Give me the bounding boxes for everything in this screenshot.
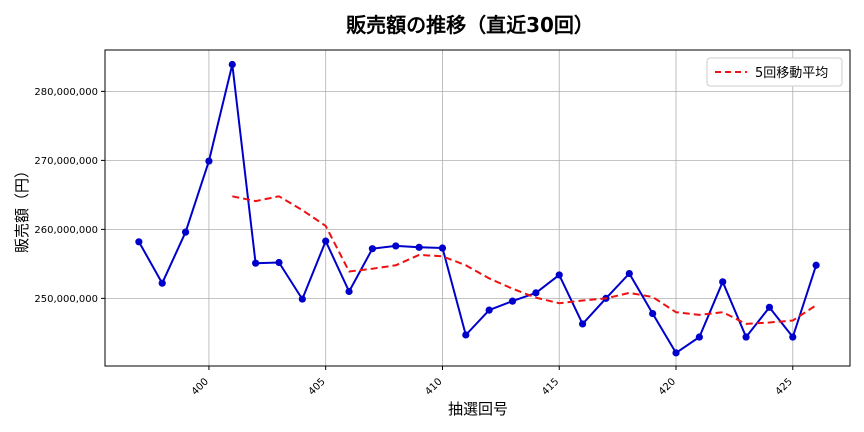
sales-point: [368, 245, 377, 253]
sales-point: [275, 258, 283, 267]
sales-point: [742, 333, 750, 341]
sales-point: [415, 243, 423, 251]
x-tick-label: 425: [774, 376, 795, 397]
sales-line: [138, 63, 818, 354]
x-tick-label: 410: [423, 376, 444, 397]
legend: 5回移動平均: [706, 57, 843, 87]
sales-point: [625, 269, 633, 278]
legend-label-moving-average: 5回移動平均: [755, 66, 828, 81]
moving-average-line: [232, 195, 817, 325]
sales-point: [649, 309, 657, 318]
legend-box: [706, 57, 843, 87]
sales-point: [508, 297, 517, 305]
sales-point: [228, 60, 236, 69]
y-tick-label: 280,000,000: [34, 87, 98, 98]
y-axis-label: 販売額（円）: [13, 163, 31, 253]
y-tick-label: 260,000,000: [34, 225, 98, 236]
chart-title: 販売額の推移（直近30回）: [346, 13, 594, 37]
x-axis-label: 抽選回号: [448, 400, 508, 418]
x-axis-ticks: 400 405 410 415 420 425: [190, 366, 795, 398]
sales-point: [158, 279, 166, 287]
x-tick-label: 400: [190, 376, 211, 397]
sales-point: [135, 238, 143, 246]
y-tick-label: 250,000,000: [34, 294, 98, 305]
x-tick-label: 415: [540, 376, 561, 397]
sales-point: [205, 157, 213, 165]
x-tick-label: 420: [657, 376, 678, 397]
sales-point: [462, 331, 470, 339]
sales-point: [181, 228, 190, 236]
plot-frame: [104, 49, 851, 367]
y-axis-ticks: 250,000,000 260,000,000 270,000,000 280,000…: [34, 87, 105, 305]
y-tick-label: 270,000,000: [34, 156, 98, 167]
sales-point: [392, 242, 400, 250]
x-tick-label: 405: [307, 376, 328, 397]
sales-point: [345, 287, 353, 296]
sales-point: [812, 261, 820, 269]
sales-point: [789, 333, 797, 341]
sales-point: [555, 271, 563, 279]
sales-point: [578, 320, 587, 328]
sales-point: [765, 303, 774, 311]
sales-point: [485, 306, 493, 314]
grid-lines: [105, 50, 850, 366]
sales-point: [322, 237, 330, 245]
sales-point: [298, 295, 306, 303]
sales-point: [532, 289, 540, 297]
series-layer: [135, 60, 820, 357]
sales-point: [695, 333, 703, 341]
sales-point: [672, 349, 680, 357]
sales-point: [438, 244, 447, 252]
sales-point: [252, 259, 260, 267]
sales-point: [719, 278, 727, 286]
